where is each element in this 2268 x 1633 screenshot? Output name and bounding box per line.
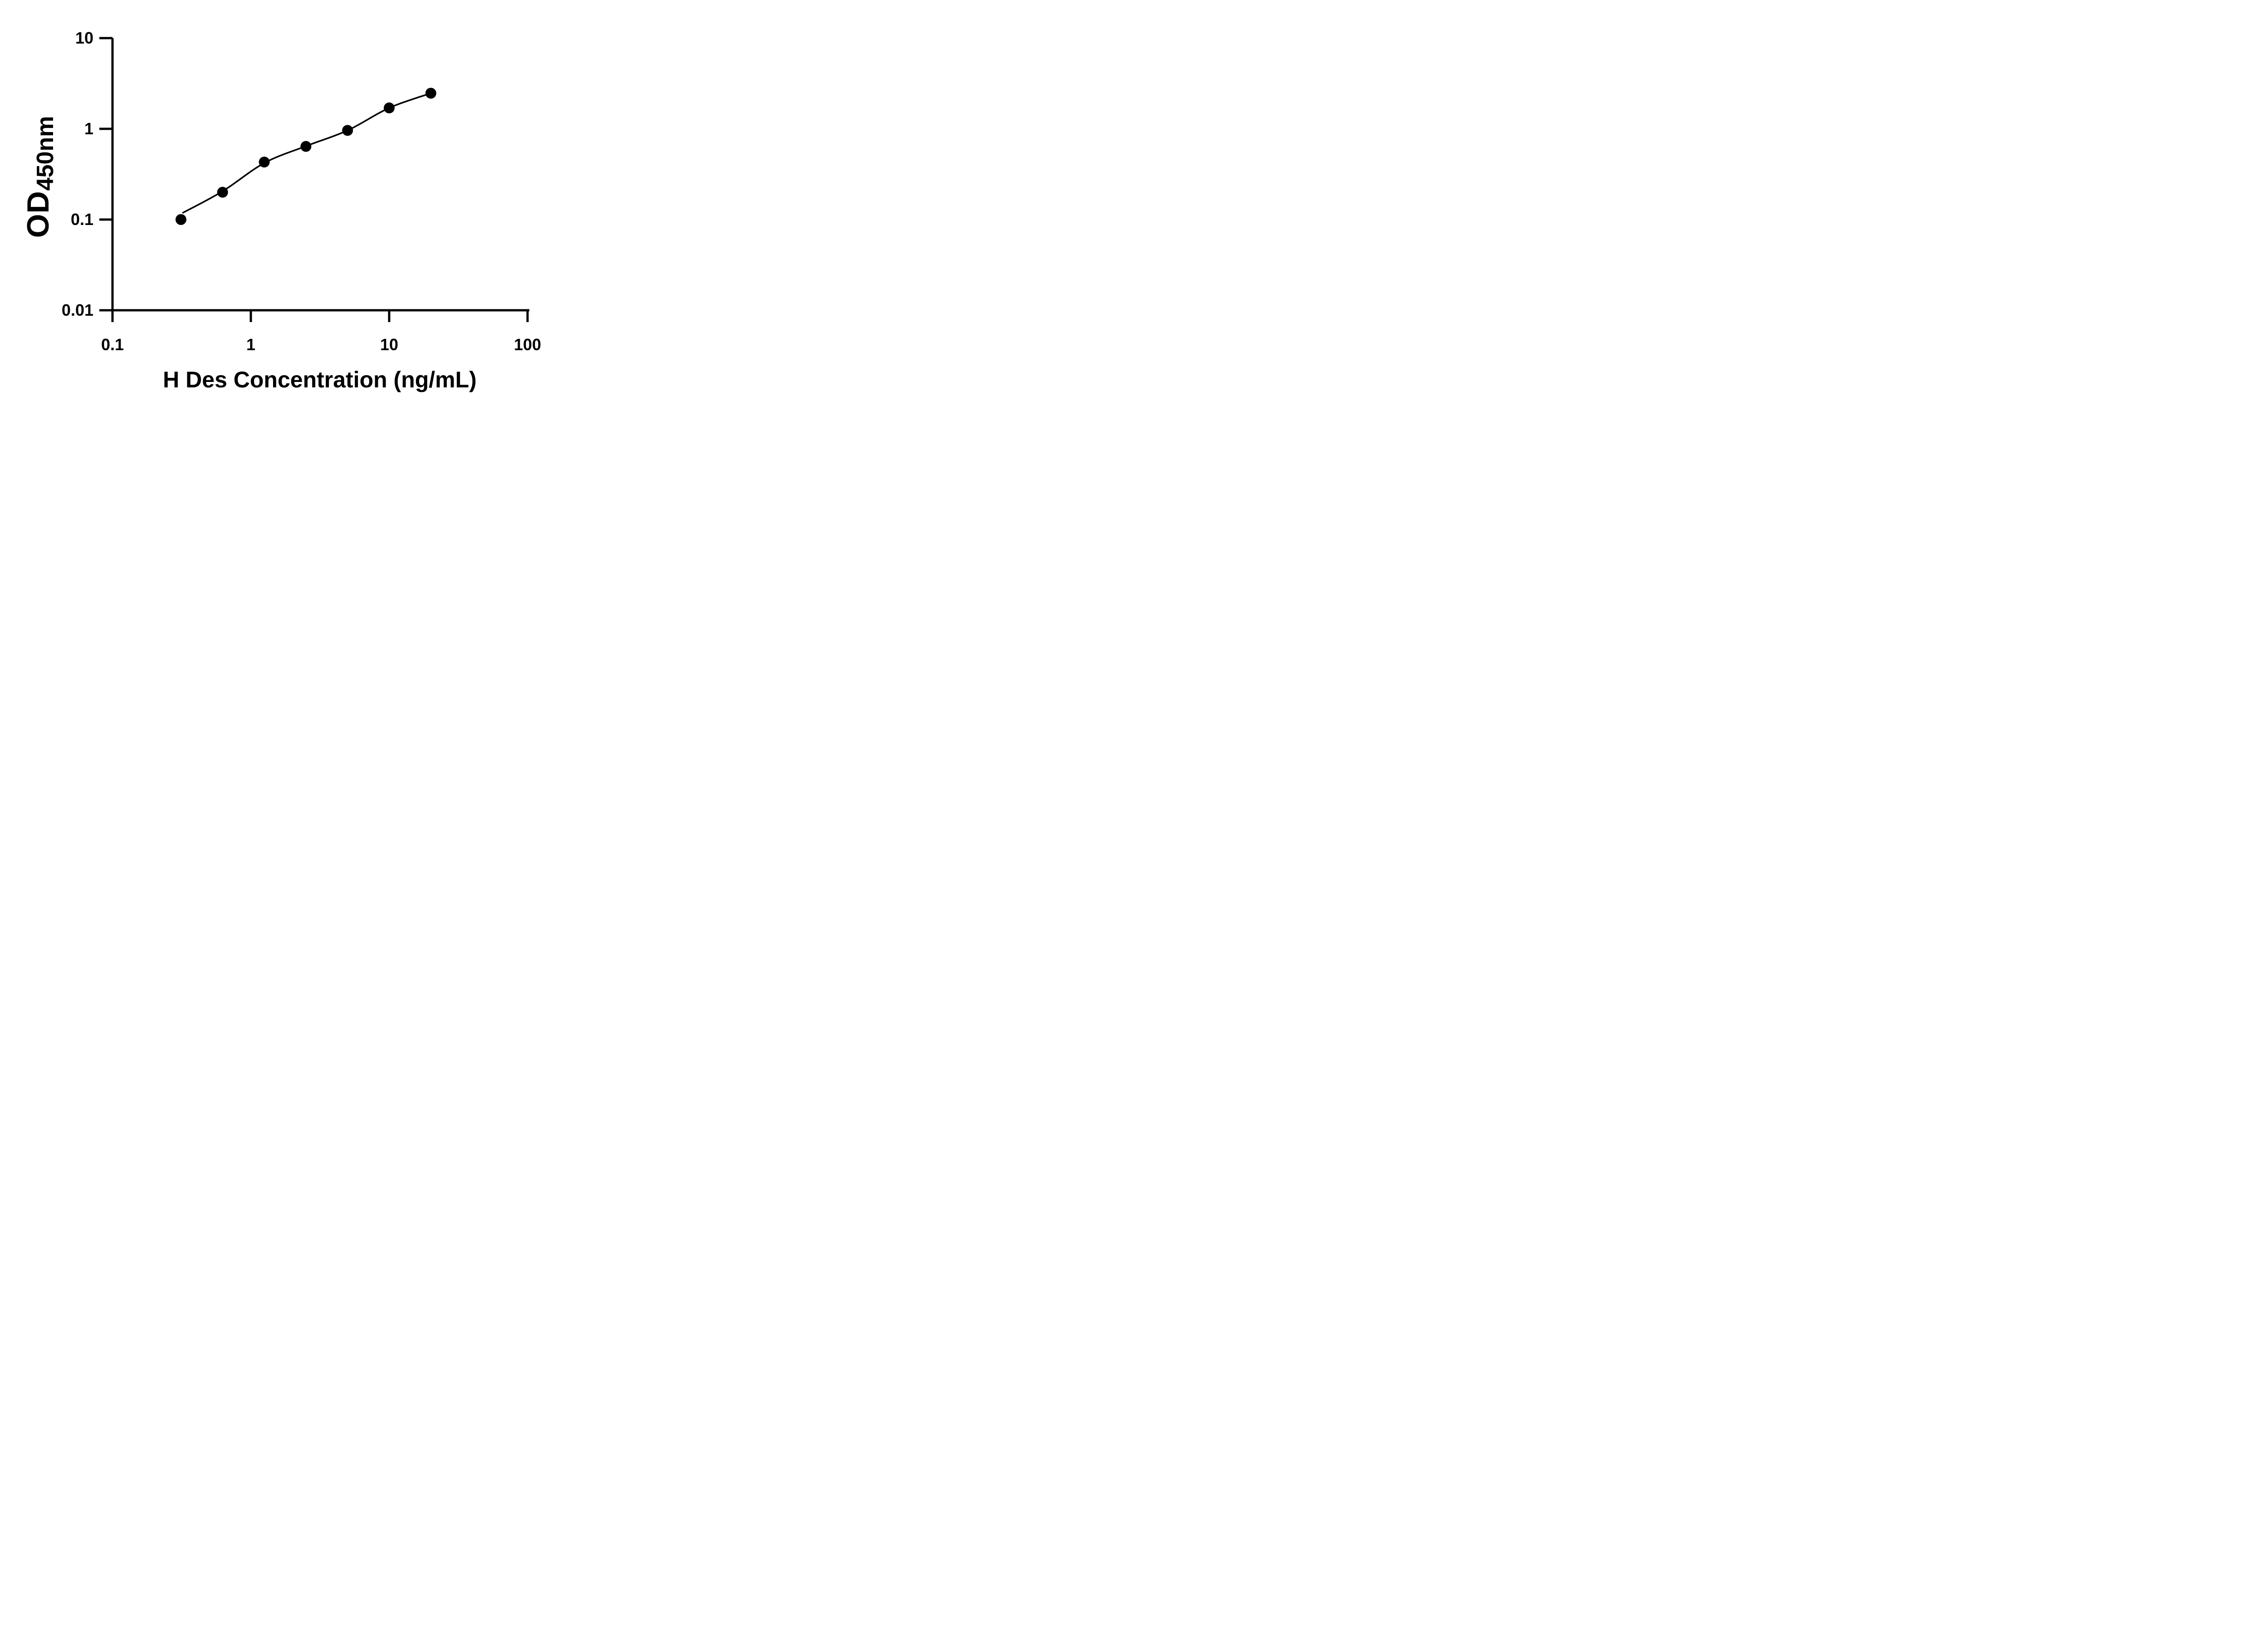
x-tick-label-0.1: 0.1 [101, 335, 124, 354]
data-point-6 [425, 88, 436, 99]
data-point-1 [217, 186, 228, 198]
y-tick-label-10: 10 [75, 29, 93, 47]
y-axis-title: OD450nm [20, 116, 59, 238]
y-tick-label-0.01: 0.01 [62, 301, 93, 319]
x-tick-label-1: 1 [246, 335, 255, 354]
x-tick-label-10: 10 [380, 335, 398, 354]
x-tick-label-100: 100 [514, 335, 541, 354]
y-axis-title-subscript: 450nm [32, 116, 59, 191]
standard-curve-chart: 0.1 1 10 100 0.01 0.1 1 10 [62, 29, 541, 354]
data-point-2 [259, 156, 270, 168]
y-tick-label-0.1: 0.1 [71, 210, 93, 229]
data-point-0 [175, 214, 186, 225]
data-point-3 [300, 141, 312, 152]
y-tick-label-1: 1 [84, 119, 93, 138]
elisa-standard-curve-figure: 0.1 1 10 100 0.01 0.1 1 10 OD450nm H Des Concen… [0, 0, 583, 408]
y-axis-title-main: OD [21, 191, 55, 238]
data-point-5 [384, 102, 395, 113]
x-axis-title: H Des Concentration (ng/mL) [163, 367, 477, 392]
data-point-4 [342, 125, 353, 136]
